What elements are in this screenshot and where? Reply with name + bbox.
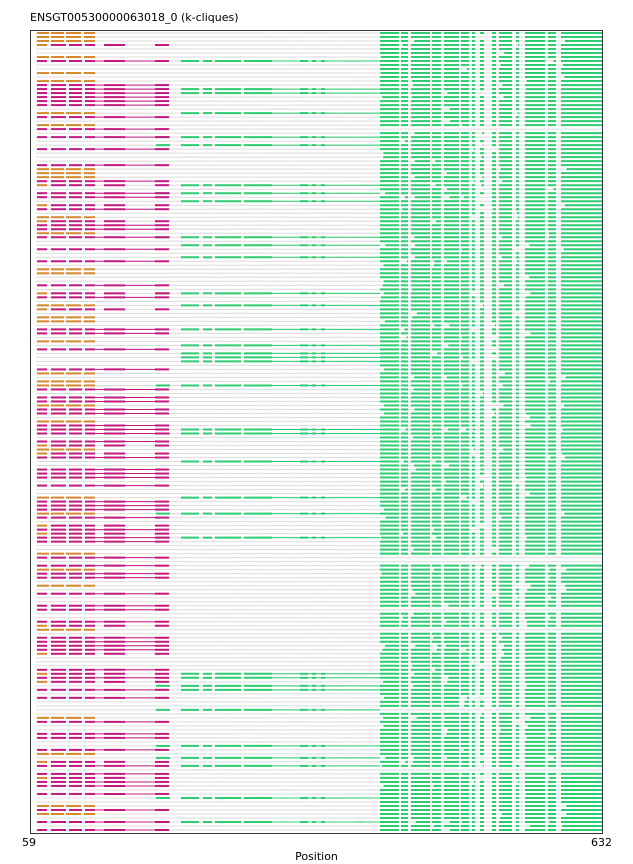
chart-title: ENSGT00530000063018_0 (k-cliques) bbox=[30, 11, 239, 24]
alignment-rows bbox=[36, 32, 602, 831]
